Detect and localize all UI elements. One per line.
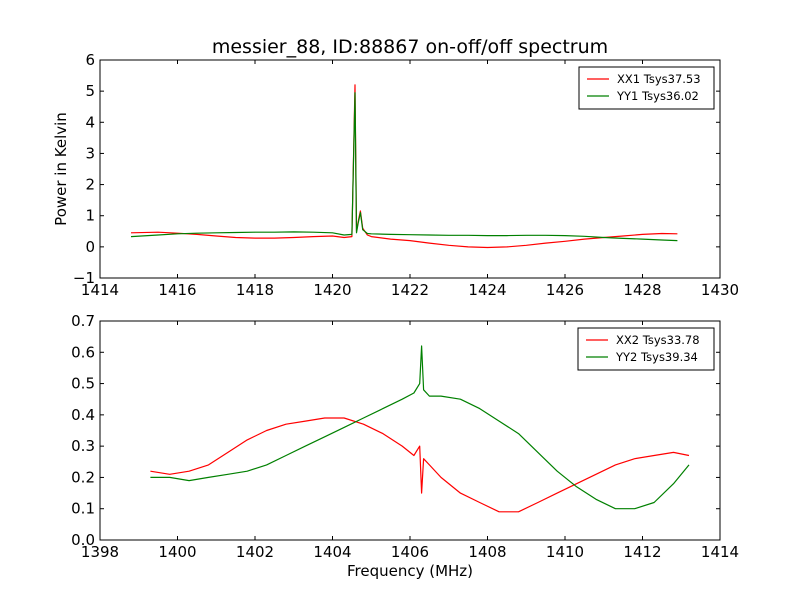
legend-box — [577, 327, 715, 371]
plots-group: 1414 1416 1418 1420 1422 1424 1426 1428 1430−101… — [52, 51, 739, 580]
y-tick-label: 6 — [85, 51, 95, 69]
y-axis-label: Power in Kelvin — [52, 112, 70, 226]
legend: XX1 Tsys37.53 YY1 Tsys36.02 — [578, 66, 715, 110]
x-tick-label: 1426 — [546, 281, 584, 299]
y-tick-label: 2 — [85, 176, 95, 194]
y-tick-label: 0.2 — [71, 468, 95, 486]
x-tick-label: 1418 — [236, 281, 274, 299]
y-tick-label: 0.6 — [71, 343, 95, 361]
legend-entry: XX1 Tsys37.53 — [617, 72, 701, 86]
legend-box — [578, 66, 715, 110]
x-tick-label: 1408 — [468, 543, 506, 561]
legend: XX2 Tsys33.78 YY2 Tsys39.34 — [577, 327, 715, 371]
figure-title: messier_88, ID:88867 on-off/off spectrum — [212, 36, 608, 58]
y-tick-label: 0.0 — [71, 531, 95, 549]
y-tick-label: 0.3 — [71, 437, 95, 455]
y-tick-label: 3 — [85, 144, 95, 162]
x-tick-label: 1414 — [701, 543, 739, 561]
series-line-xx2 — [150, 417, 690, 513]
x-tick-label: 1400 — [158, 543, 196, 561]
y-tick-label: −1 — [73, 269, 95, 287]
x-tick-label: 1430 — [701, 281, 739, 299]
x-tick-label: 1412 — [623, 543, 661, 561]
x-tick-label: 1422 — [391, 281, 429, 299]
x-tick-label: 1406 — [391, 543, 429, 561]
x-tick-label: 1420 — [313, 281, 351, 299]
y-tick-label: 0.1 — [71, 500, 95, 518]
series-line-yy2 — [150, 345, 690, 510]
plot-panel-2: 1398 1400 1402 1404 1406 1408 1410 1412 1414 0.0 0… — [71, 312, 739, 580]
x-tick-label: 1424 — [468, 281, 506, 299]
x-tick-label: 1410 — [546, 543, 584, 561]
x-tick-label: 1416 — [158, 281, 196, 299]
legend-entry: YY2 Tsys39.34 — [615, 350, 698, 364]
y-tick-label: 5 — [85, 82, 95, 100]
y-tick-label: 1 — [85, 207, 95, 225]
series-lines — [150, 345, 690, 513]
y-tick-label: 4 — [85, 113, 95, 131]
y-tick-label: 0.4 — [71, 406, 95, 424]
x-tick-label: 1402 — [236, 543, 274, 561]
x-tick-label: 1398 — [81, 543, 119, 561]
y-tick-label: 0.5 — [71, 375, 95, 393]
legend-entry: XX2 Tsys33.78 — [616, 333, 700, 347]
plot-panel-1: 1414 1416 1418 1420 1422 1424 1426 1428 1430−101… — [52, 51, 739, 299]
x-tick-label: 1428 — [623, 281, 661, 299]
x-tick-label: 1404 — [313, 543, 351, 561]
series-lines — [130, 84, 678, 249]
series-line-yy1 — [130, 92, 678, 242]
x-axis-label: Frequency (MHz) — [347, 562, 473, 580]
x-tick-label: 1414 — [81, 281, 119, 299]
y-tick-label: 0 — [85, 238, 95, 256]
y-tick-label: 0.7 — [71, 312, 95, 330]
legend-entry: YY1 Tsys36.02 — [616, 89, 699, 103]
